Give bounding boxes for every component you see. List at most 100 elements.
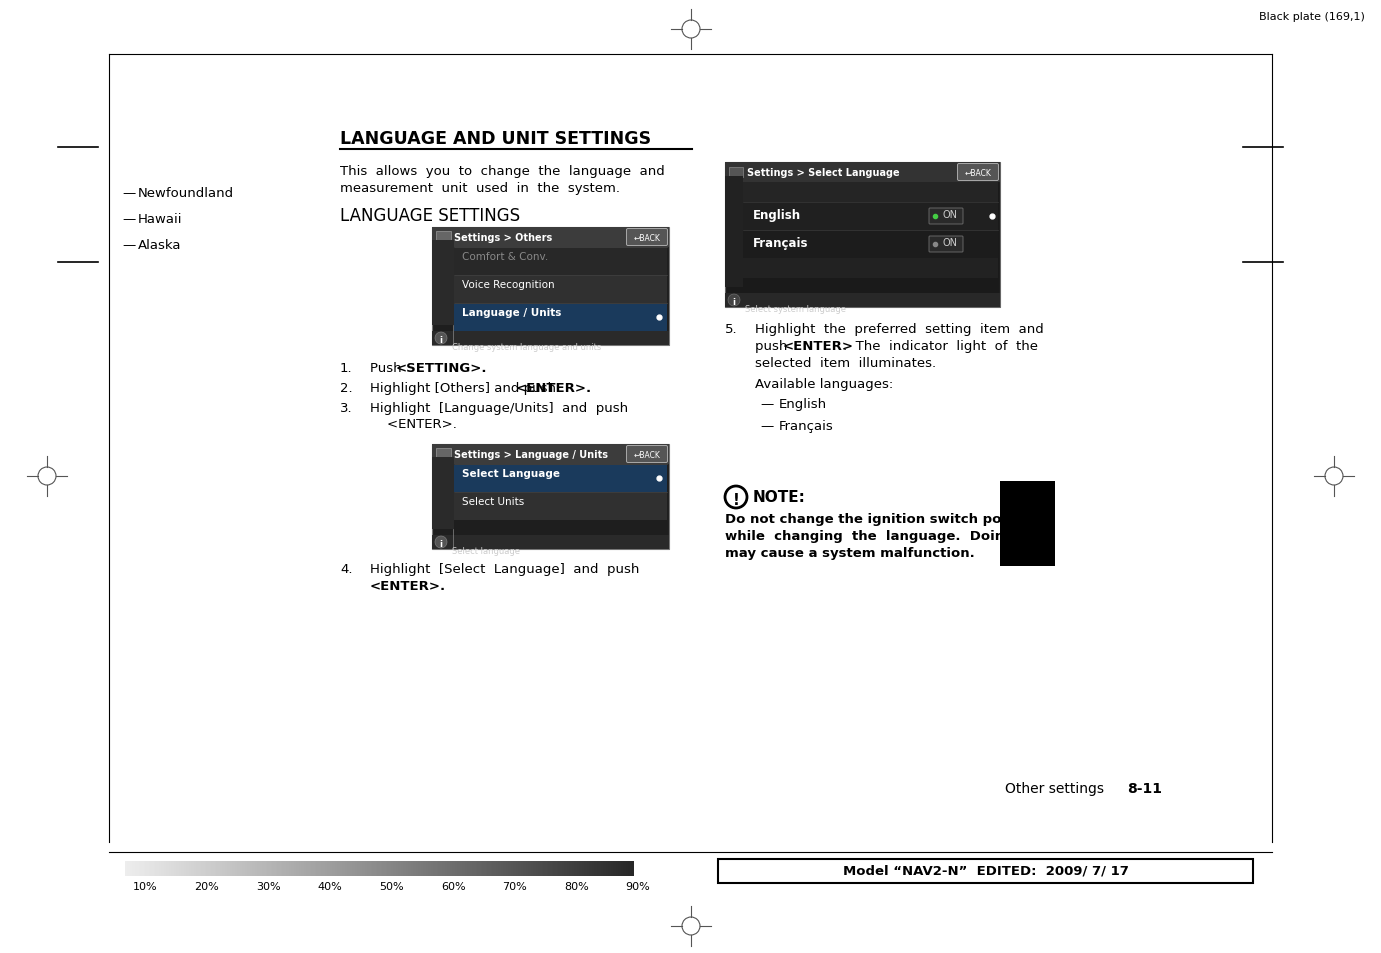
- Bar: [543, 862, 545, 876]
- Bar: [432, 457, 454, 530]
- Bar: [521, 862, 523, 876]
- Bar: [184, 862, 186, 876]
- Bar: [271, 862, 273, 876]
- Bar: [1000, 481, 1055, 566]
- Bar: [547, 862, 548, 876]
- Bar: [576, 862, 577, 876]
- Text: Alaska: Alaska: [138, 239, 181, 252]
- Bar: [572, 862, 574, 876]
- Bar: [431, 862, 434, 876]
- Bar: [157, 862, 159, 876]
- Bar: [232, 862, 233, 876]
- Bar: [323, 862, 326, 876]
- Bar: [475, 862, 478, 876]
- Bar: [428, 862, 431, 876]
- Bar: [555, 862, 558, 876]
- Bar: [494, 862, 496, 876]
- Bar: [621, 862, 623, 876]
- Bar: [508, 862, 510, 876]
- Bar: [418, 862, 420, 876]
- Bar: [725, 163, 1000, 183]
- Text: 8-11: 8-11: [1127, 781, 1161, 795]
- Bar: [300, 862, 301, 876]
- Bar: [171, 862, 173, 876]
- Bar: [563, 862, 566, 876]
- Bar: [465, 862, 468, 876]
- Bar: [626, 862, 628, 876]
- Bar: [501, 862, 503, 876]
- Bar: [539, 862, 540, 876]
- Bar: [235, 862, 238, 876]
- Bar: [373, 862, 374, 876]
- Bar: [510, 862, 512, 876]
- Bar: [620, 862, 621, 876]
- Bar: [472, 862, 475, 876]
- Bar: [405, 862, 406, 876]
- Bar: [456, 862, 457, 876]
- Bar: [432, 241, 454, 326]
- Bar: [552, 862, 554, 876]
- Bar: [725, 294, 1000, 308]
- Bar: [591, 862, 592, 876]
- Bar: [137, 862, 139, 876]
- Bar: [613, 862, 615, 876]
- Bar: [374, 862, 376, 876]
- Text: <ENTER>.: <ENTER>.: [515, 381, 591, 395]
- Text: 90%: 90%: [626, 882, 650, 891]
- Bar: [341, 862, 344, 876]
- FancyBboxPatch shape: [929, 236, 963, 253]
- Bar: [400, 862, 403, 876]
- Text: Hawaii: Hawaii: [138, 213, 182, 226]
- Bar: [550, 862, 552, 876]
- Text: Other settings: Other settings: [1005, 781, 1113, 795]
- Bar: [392, 862, 395, 876]
- Bar: [174, 862, 177, 876]
- Bar: [464, 862, 465, 876]
- Bar: [370, 862, 373, 876]
- Text: English: English: [753, 209, 801, 222]
- Bar: [594, 862, 597, 876]
- Bar: [516, 862, 518, 876]
- Bar: [561, 862, 562, 876]
- Text: <ENTER>.: <ENTER>.: [370, 579, 446, 593]
- Bar: [249, 862, 251, 876]
- Bar: [610, 862, 613, 876]
- Bar: [226, 862, 229, 876]
- Bar: [168, 862, 171, 876]
- Bar: [331, 862, 334, 876]
- Bar: [558, 862, 561, 876]
- Text: 20%: 20%: [195, 882, 220, 891]
- Bar: [294, 862, 297, 876]
- Bar: [182, 862, 185, 876]
- Bar: [359, 862, 360, 876]
- Bar: [209, 862, 210, 876]
- Bar: [156, 862, 157, 876]
- Bar: [320, 862, 322, 876]
- Bar: [164, 862, 166, 876]
- Bar: [352, 862, 354, 876]
- Text: 70%: 70%: [503, 882, 528, 891]
- Text: Settings > Others: Settings > Others: [454, 233, 552, 243]
- Text: may cause a system malfunction.: may cause a system malfunction.: [725, 546, 975, 559]
- Bar: [414, 862, 417, 876]
- Bar: [127, 862, 128, 876]
- Bar: [366, 862, 367, 876]
- Bar: [434, 862, 435, 876]
- Bar: [442, 862, 443, 876]
- Bar: [262, 862, 264, 876]
- Bar: [204, 862, 207, 876]
- Text: This  allows  you  to  change  the  language  and: This allows you to change the language a…: [340, 165, 664, 178]
- Bar: [436, 449, 452, 459]
- Bar: [598, 862, 599, 876]
- Bar: [301, 862, 304, 876]
- Bar: [225, 862, 228, 876]
- Text: —: —: [122, 239, 135, 252]
- Text: 3.: 3.: [340, 401, 352, 415]
- Bar: [268, 862, 269, 876]
- Bar: [377, 862, 380, 876]
- Bar: [195, 862, 196, 876]
- Bar: [450, 862, 453, 876]
- Text: Model “NAV2-N”  EDITED:  2009/ 7/ 17: Model “NAV2-N” EDITED: 2009/ 7/ 17: [842, 864, 1128, 877]
- Bar: [316, 862, 319, 876]
- Bar: [504, 862, 507, 876]
